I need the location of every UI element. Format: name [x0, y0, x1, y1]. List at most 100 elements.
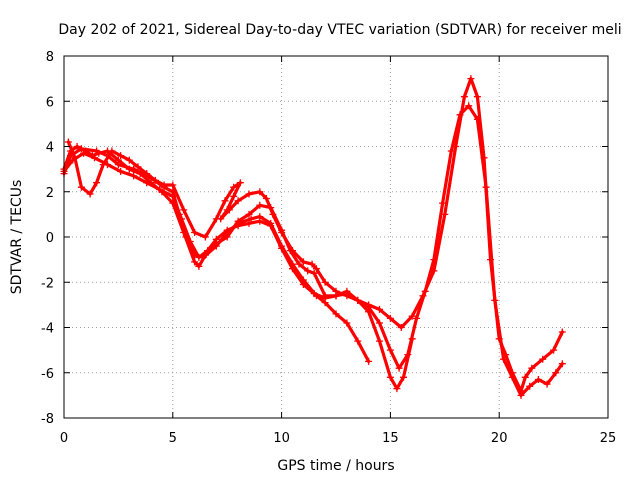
- y-axis-label: SDTVAR / TECUs: [9, 180, 25, 295]
- data-point: [343, 290, 351, 298]
- data-point: [447, 147, 455, 155]
- data-point: [262, 195, 270, 202]
- data-point: [230, 183, 238, 191]
- data-point: [491, 296, 499, 304]
- data-point: [234, 222, 242, 230]
- y-tick-label: 0: [46, 231, 54, 246]
- data-point: [439, 199, 447, 207]
- data-point: [169, 181, 177, 189]
- x-tick-label: 25: [600, 431, 617, 446]
- data-point: [93, 179, 101, 187]
- data-point: [212, 235, 220, 243]
- data-point: [354, 296, 362, 304]
- data-point: [343, 319, 351, 327]
- data-point: [195, 253, 203, 261]
- data-point: [534, 376, 542, 383]
- y-tick-label: 2: [46, 186, 54, 201]
- data-point: [473, 115, 481, 123]
- data-point: [186, 238, 194, 245]
- data-point: [245, 210, 253, 218]
- data-point: [321, 278, 329, 286]
- data-point: [134, 163, 142, 171]
- data-point: [521, 373, 529, 381]
- data-point: [223, 233, 231, 241]
- chart-title: Day 202 of 2021, Sidereal Day-to-day VTE…: [58, 22, 621, 38]
- data-point: [278, 229, 286, 236]
- x-tick-label: 0: [60, 431, 68, 446]
- x-tick-label: 15: [382, 431, 399, 446]
- data-point: [386, 346, 394, 354]
- x-tick-label: 20: [491, 431, 508, 446]
- series-track: satellite track A: [60, 145, 373, 365]
- data-point: [386, 373, 394, 381]
- data-point: [400, 373, 407, 381]
- data-point: [117, 167, 125, 175]
- data-point: [508, 373, 516, 381]
- y-axis: -8 -6 -4 -2 0 2 4 6 8: [41, 50, 608, 427]
- data-point: [395, 364, 403, 372]
- data-point: [473, 93, 481, 101]
- y-tick-label: -4: [41, 322, 54, 337]
- data-point: [269, 210, 277, 218]
- data-point: [191, 258, 199, 266]
- series-track: satellite track D: [60, 102, 566, 399]
- data-point: [526, 382, 534, 390]
- data-point: [500, 355, 508, 363]
- data-point: [332, 310, 340, 318]
- data-point: [104, 161, 111, 169]
- series-line: [62, 147, 371, 363]
- series-line: [66, 77, 564, 393]
- data-point: [528, 364, 536, 372]
- data-point: [552, 369, 560, 377]
- data-point: [156, 186, 164, 193]
- data-point: [332, 292, 340, 300]
- data-point: [278, 244, 286, 252]
- series-line: [62, 104, 564, 397]
- data-point: [397, 324, 405, 331]
- data-point: [86, 190, 94, 198]
- data-point: [191, 229, 199, 236]
- data-point: [365, 357, 373, 365]
- y-tick-label: -8: [41, 412, 54, 427]
- data-point: [117, 152, 125, 160]
- data-point: [310, 290, 318, 298]
- data-point: [289, 265, 296, 273]
- data-point: [413, 314, 420, 322]
- data-point: [221, 197, 229, 205]
- data-point: [169, 192, 177, 200]
- data-point: [247, 215, 255, 223]
- data-point: [64, 138, 72, 146]
- data-point: [114, 156, 122, 164]
- data-point: [234, 197, 242, 205]
- data-point: [304, 267, 312, 275]
- data-point: [245, 219, 253, 227]
- data-point: [256, 201, 264, 209]
- data-point: [204, 247, 212, 255]
- data-point: [408, 312, 416, 320]
- data-point: [180, 206, 188, 214]
- data-point: [201, 233, 209, 241]
- data-point: [308, 260, 316, 268]
- data-point: [95, 149, 103, 157]
- data-point: [69, 156, 77, 164]
- data-point: [230, 192, 238, 200]
- x-axis: 0 5 10 15 20 25: [60, 56, 616, 446]
- data-point: [539, 355, 547, 363]
- data-point: [404, 351, 412, 359]
- data-point: [130, 172, 138, 180]
- data-point: [376, 305, 383, 313]
- data-point: [136, 170, 144, 178]
- y-tick-label: 8: [46, 50, 54, 65]
- data-point: [465, 102, 473, 110]
- data-point: [151, 176, 159, 184]
- series-track: satellite track B: [60, 143, 416, 393]
- data-point: [430, 256, 438, 264]
- data-point: [482, 183, 490, 191]
- data-point: [223, 226, 231, 234]
- data-point: [160, 181, 168, 189]
- data-point: [245, 190, 253, 198]
- data-point: [77, 183, 85, 191]
- data-point: [91, 154, 98, 162]
- data-point: [543, 380, 551, 388]
